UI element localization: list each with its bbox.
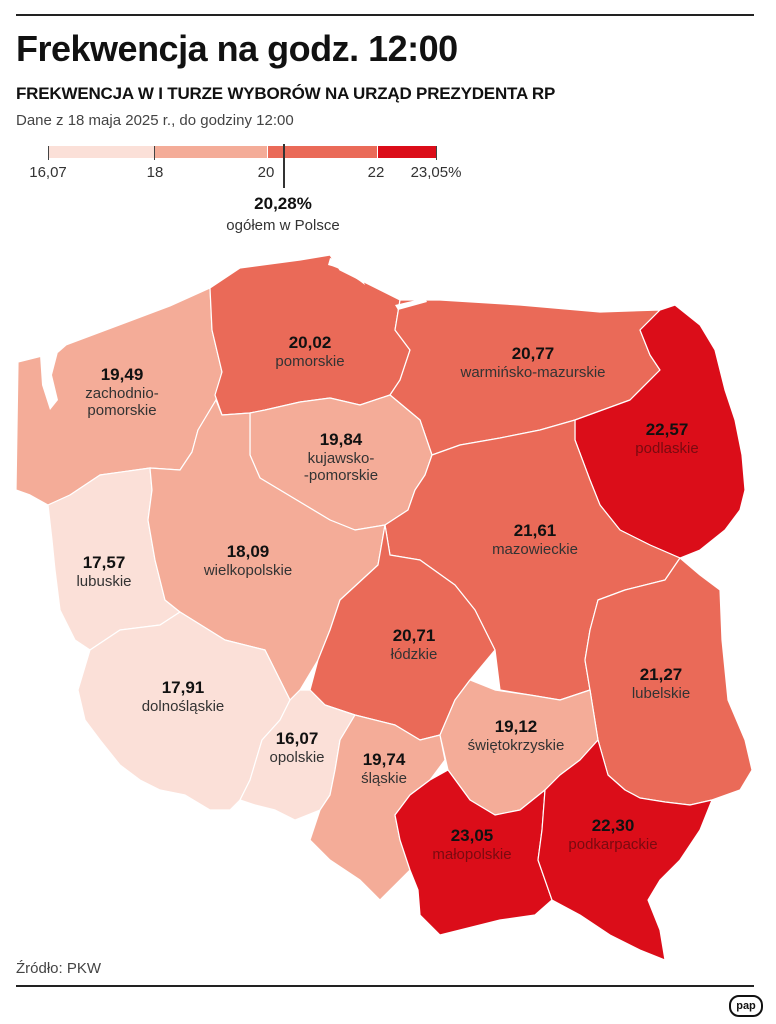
region-name: mazowieckie <box>492 540 578 558</box>
legend-tick-label: 18 <box>146 164 164 181</box>
region-name: -pomorskie <box>303 466 379 484</box>
region-name: świętokrzyskie <box>467 736 565 754</box>
region-name: łódzkie <box>390 645 438 663</box>
region-name: wielkopolskie <box>203 561 293 579</box>
overall-label: ogółem w Polsce <box>226 217 340 234</box>
label-mazowieckie: 21,61 mazowieckie <box>492 521 578 558</box>
legend-tick-label: 22 <box>367 164 385 181</box>
label-dolnoslaskie: 17,91 dolnośląskie <box>142 678 225 715</box>
szczecin-lagoon-gap <box>40 352 58 410</box>
legend-tick <box>154 146 155 160</box>
hel-peninsula-gap <box>328 258 365 285</box>
legend-bin-2 <box>154 146 267 158</box>
region-name: lubuskie <box>76 572 132 590</box>
region-name: opolskie <box>269 748 325 766</box>
region-value: 22,57 <box>645 420 689 439</box>
legend-bin-3 <box>267 146 377 158</box>
label-lubelskie: 21,27 lubelskie <box>632 665 690 702</box>
label-podkarpackie: 22,30 podkarpackie <box>568 816 657 853</box>
region-value: 19,12 <box>494 717 538 736</box>
legend-tick <box>436 146 437 160</box>
poland-map: 20,02 pomorskie 19,49 zachodnio- pomorsk… <box>0 240 776 980</box>
bottom-rule <box>16 985 754 987</box>
date-note: Dane z 18 maja 2025 r., do godziny 12:00 <box>16 112 294 129</box>
region-name: podlaskie <box>635 439 699 457</box>
region-name: pomorskie <box>87 401 157 419</box>
label-slaskie: 19,74 śląskie <box>361 750 407 787</box>
label-wielkopolskie: 18,09 wielkopolskie <box>204 542 292 579</box>
region-value: 21,61 <box>513 521 557 540</box>
region-value: 20,71 <box>392 626 436 645</box>
legend-tick-label: 23,05% <box>410 164 462 181</box>
region-value: 19,74 <box>362 750 406 769</box>
region-value: 23,05 <box>450 826 494 845</box>
overall-marker <box>283 144 285 188</box>
region-value: 17,57 <box>82 553 126 572</box>
label-swietokrzyskie: 19,12 świętokrzyskie <box>468 717 565 754</box>
legend-tick <box>48 146 49 160</box>
pap-logo: pap <box>729 995 763 1017</box>
label-podlaskie: 22,57 podlaskie <box>635 420 698 457</box>
label-warminsko-mazurskie: 20,77 warmińsko-mazurskie <box>460 344 605 381</box>
label-kujawsko-pomorskie: 19,84 kujawsko- -pomorskie <box>304 430 378 484</box>
region-value: 19,84 <box>319 430 363 449</box>
region-malopolskie[interactable] <box>394 769 553 936</box>
region-name: dolnośląskie <box>141 697 225 715</box>
label-malopolskie: 23,05 małopolskie <box>432 826 511 863</box>
label-opolskie: 16,07 opolskie <box>269 729 324 766</box>
label-pomorskie: 20,02 pomorskie <box>275 333 344 370</box>
legend-tick <box>267 146 268 160</box>
legend-tick-label: 16,07 <box>29 164 67 181</box>
source-note: Źródło: PKW <box>16 960 102 977</box>
label-zachodniopomorskie: 19,49 zachodnio- pomorskie <box>85 365 158 419</box>
region-name: zachodnio- <box>85 384 159 402</box>
region-value: 21,27 <box>639 665 683 684</box>
region-name: kujawsko- <box>307 449 375 467</box>
label-lodzkie: 20,71 łódzkie <box>391 626 438 663</box>
page-subtitle: FREKWENCJA W I TURZE WYBORÓW NA URZĄD PR… <box>16 84 556 103</box>
legend-bin-4 <box>377 146 436 158</box>
top-rule <box>16 14 754 16</box>
label-lubuskie: 17,57 lubuskie <box>76 553 131 590</box>
region-value: 17,91 <box>161 678 205 697</box>
region-value: 18,09 <box>226 542 270 561</box>
region-podkarpackie[interactable] <box>537 739 713 961</box>
region-value: 20,02 <box>288 333 332 352</box>
vistula-lagoon-gap <box>395 298 427 310</box>
region-name: warmińsko-mazurskie <box>460 363 606 381</box>
legend-tick-label: 20 <box>257 164 275 181</box>
page-title: Frekwencja na godz. 12:00 <box>16 28 458 69</box>
region-name: podkarpackie <box>568 835 658 853</box>
legend-bin-1 <box>48 146 154 158</box>
color-legend: 16,07 18 20 22 23,05% 20,28% ogółem w Po… <box>0 140 776 240</box>
map-svg <box>15 254 753 961</box>
region-name: małopolskie <box>432 845 512 863</box>
region-value: 16,07 <box>275 729 319 748</box>
region-name: pomorskie <box>275 352 345 370</box>
overall-value: 20,28% <box>254 194 312 213</box>
region-value: 22,30 <box>591 816 635 835</box>
region-name: lubelskie <box>631 684 691 702</box>
region-value: 19,49 <box>100 365 144 384</box>
region-value: 20,77 <box>511 344 555 363</box>
legend-tick <box>377 146 378 160</box>
region-name: śląskie <box>361 769 407 787</box>
